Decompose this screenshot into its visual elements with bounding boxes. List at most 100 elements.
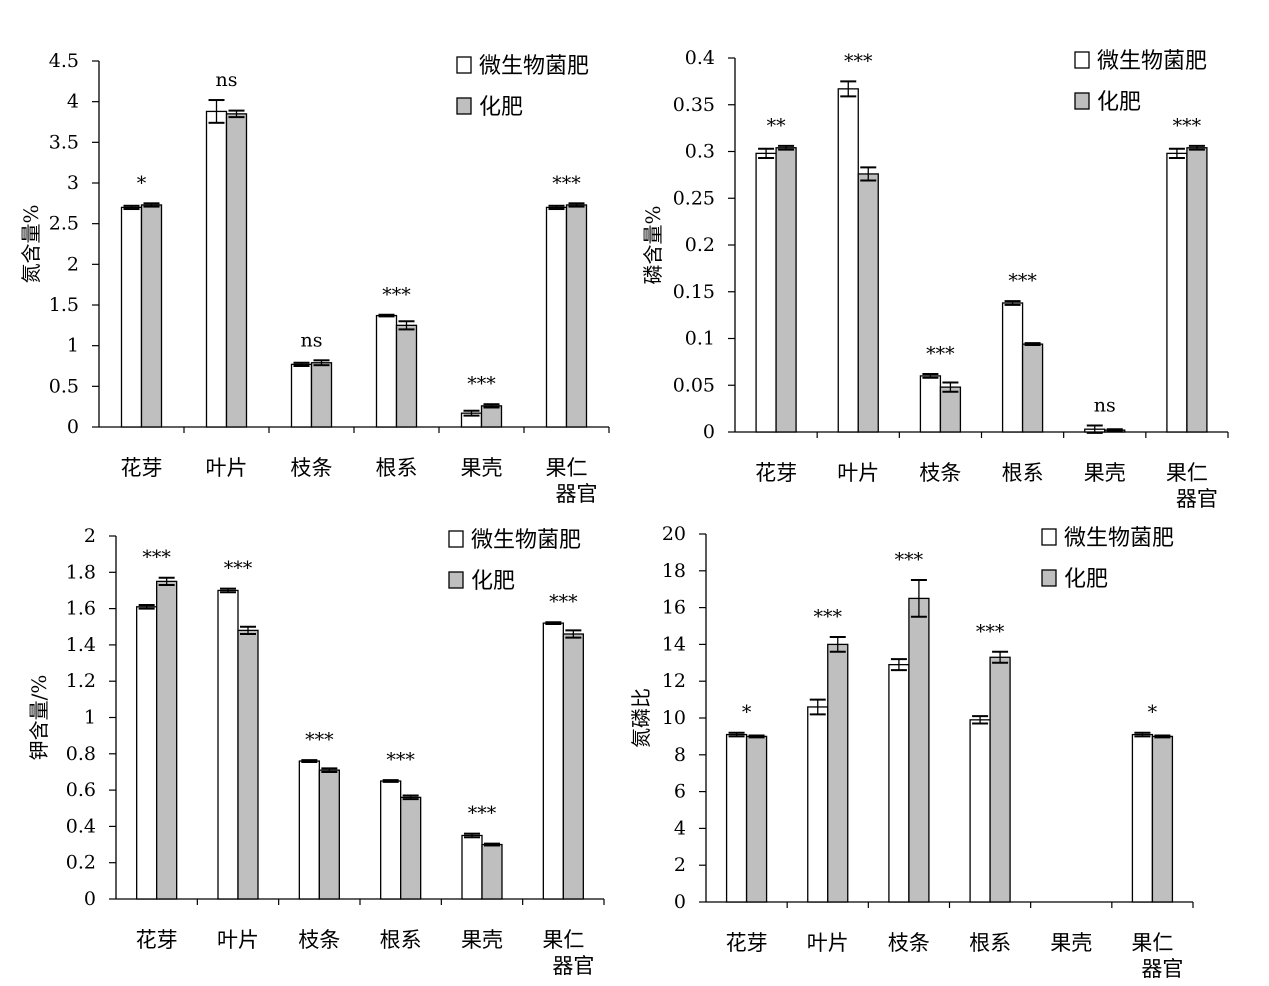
x-tick-label: 根系 <box>380 928 422 952</box>
significance-label: *** <box>926 343 955 365</box>
y-tick-label: 1.2 <box>66 670 96 692</box>
y-tick-label: 1.4 <box>66 634 96 656</box>
significance-label: * <box>137 172 147 194</box>
legend-label: 微生物菌肥 <box>471 528 581 553</box>
bar-fertilizer <box>480 405 503 428</box>
bar-fertilizer <box>156 580 178 900</box>
y-tick-label: 1.5 <box>49 294 79 316</box>
x-tick-label: 枝条 <box>888 931 930 955</box>
y-tick-label: 14 <box>662 633 686 655</box>
y-tick-label: 1 <box>84 707 96 729</box>
x-tick-label: 花芽 <box>121 456 163 480</box>
bar-biofertilizer <box>1001 302 1024 433</box>
legend-label: 化肥 <box>1097 90 1141 115</box>
x-tick-label: 枝条 <box>291 456 333 480</box>
bar-biofertilizer <box>969 719 991 903</box>
x-tick-label: 花芽 <box>136 928 178 952</box>
legend-swatch-biofertilizer <box>456 56 472 74</box>
x-tick-label: 枝条 <box>298 928 340 952</box>
bar-fertilizer <box>140 204 163 428</box>
significance-label: *** <box>468 803 497 825</box>
x-tick-label: 果仁 <box>1166 461 1208 485</box>
legend-label: 化肥 <box>479 95 523 120</box>
significance-label: *** <box>552 172 581 194</box>
y-tick-label: 16 <box>662 597 686 619</box>
bar-fertilizer <box>395 324 418 428</box>
bar-biofertilizer <box>375 314 398 428</box>
bar-fertilizer <box>745 735 768 903</box>
x-tick-label: 叶片 <box>807 931 849 955</box>
x-tick-label: 器官 <box>552 954 594 978</box>
x-tick-label: 花芽 <box>726 931 768 955</box>
bar-fertilizer <box>1151 735 1174 903</box>
y-tick-label: 0 <box>84 888 96 910</box>
y-tick-label: 0 <box>67 416 79 438</box>
y-tick-label: 0.05 <box>673 374 715 396</box>
bar-biofertilizer <box>205 110 228 428</box>
x-tick-label: 叶片 <box>837 461 879 485</box>
bar-fertilizer <box>857 173 879 433</box>
y-tick-label: 0 <box>674 891 686 913</box>
y-tick-label: 2 <box>674 854 686 876</box>
y-tick-label: 0.5 <box>49 375 79 397</box>
legend-swatch-fertilizer <box>456 97 472 115</box>
x-tick-label: 枝条 <box>919 461 961 485</box>
y-tick-label: 1 <box>67 335 79 357</box>
significance-label: *** <box>142 547 171 569</box>
y-tick-label: 4 <box>67 91 79 113</box>
bar-fertilizer <box>939 386 962 433</box>
significance-label: *** <box>224 558 253 580</box>
bar-fertilizer <box>565 204 588 428</box>
bar-fertilizer <box>481 843 503 900</box>
bar-biofertilizer <box>298 760 320 900</box>
bar-biofertilizer <box>807 706 829 903</box>
bar-fertilizer <box>225 113 248 428</box>
y-tick-label: 0.25 <box>673 187 715 209</box>
legend-swatch-fertilizer <box>448 571 464 589</box>
significance-label: *** <box>814 606 843 628</box>
y-tick-label: 8 <box>674 744 686 766</box>
significance-label: *** <box>386 749 415 771</box>
y-tick-label: 0.6 <box>66 779 96 801</box>
bar-fertilizer <box>827 643 849 903</box>
legend-swatch-biofertilizer <box>1041 528 1057 546</box>
legend-label: 微生物菌肥 <box>479 54 589 79</box>
bar-fertilizer <box>562 633 584 900</box>
x-tick-label: 根系 <box>1002 461 1044 485</box>
significance-label: *** <box>1008 270 1037 292</box>
significance-label: *** <box>382 284 411 306</box>
x-tick-label: 果仁 <box>1131 931 1173 955</box>
legend-label: 微生物菌肥 <box>1064 526 1174 551</box>
x-tick-label: 器官 <box>1176 487 1218 511</box>
bar-fertilizer <box>1021 343 1044 433</box>
significance-label: ns <box>1094 394 1116 416</box>
x-tick-label: 器官 <box>556 482 598 506</box>
bar-biofertilizer <box>755 152 777 433</box>
bar-biofertilizer <box>545 206 568 428</box>
y-tick-label: 0.1 <box>685 328 715 350</box>
y-tick-label: 2 <box>84 525 96 547</box>
significance-label: ns <box>216 69 238 91</box>
y-tick-label: 1.8 <box>66 561 96 583</box>
y-tick-label: 0.15 <box>673 281 715 303</box>
y-axis-label: 氮磷比 <box>629 688 653 748</box>
y-tick-label: 4.5 <box>49 50 79 72</box>
y-tick-label: 4 <box>674 817 686 839</box>
y-tick-label: 0.8 <box>66 743 96 765</box>
significance-label: *** <box>844 50 873 72</box>
y-tick-label: 18 <box>662 560 686 582</box>
x-tick-label: 根系 <box>376 456 418 480</box>
x-tick-label: 果仁 <box>546 456 588 480</box>
legend-swatch-fertilizer <box>1041 569 1057 587</box>
significance-label: * <box>742 702 752 724</box>
significance-label: *** <box>549 591 578 613</box>
significance-label: * <box>1148 702 1158 724</box>
bar-biofertilizer <box>1131 733 1154 903</box>
significance-label: *** <box>895 549 924 571</box>
x-tick-label: 果壳 <box>461 456 503 480</box>
bar-fertilizer <box>310 362 333 428</box>
x-tick-label: 叶片 <box>217 928 259 952</box>
bar-fertilizer <box>237 629 259 900</box>
significance-label: *** <box>976 621 1005 643</box>
